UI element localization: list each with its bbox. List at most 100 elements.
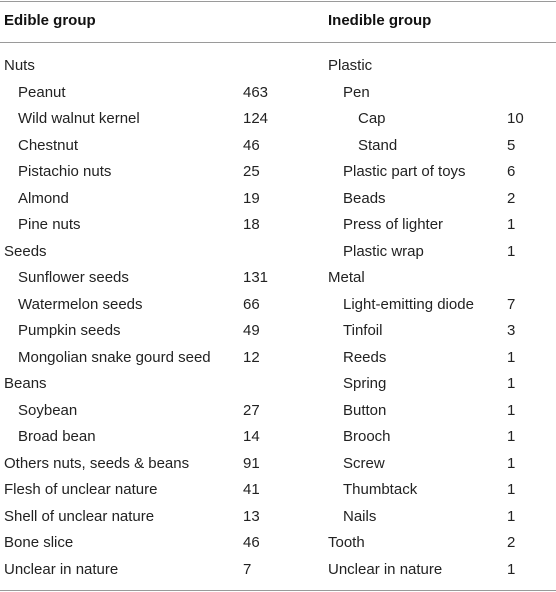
- edible-item-label: Seeds: [4, 242, 47, 260]
- edible-item-label: Flesh of unclear nature: [4, 481, 158, 498]
- table-row: Sunflower seeds 131 Metal: [0, 265, 556, 292]
- inedible-item-label: Light-emitting diode: [343, 295, 474, 313]
- edible-item-label: Nuts: [4, 57, 35, 74]
- inedible-item-count: 1: [507, 481, 516, 498]
- inedible-item-label: Beads: [343, 189, 386, 207]
- header-inedible-group: Inedible group: [328, 12, 432, 29]
- inedible-item-count: 6: [507, 163, 516, 180]
- edible-item-count: 49: [243, 322, 260, 339]
- inedible-item-label: Button: [343, 401, 387, 419]
- edible-item-count: 14: [243, 428, 260, 445]
- inedible-item-label: Thumbtack: [343, 481, 418, 498]
- edible-item-label: Unclear in nature: [4, 560, 119, 578]
- inedible-item-label: Plastic part of toys: [343, 163, 466, 180]
- inedible-item-label: Pen: [343, 83, 370, 101]
- inedible-item-label: Tinfoil: [343, 322, 383, 339]
- table-row: Broad bean 14 Brooch 1: [0, 424, 556, 451]
- table-bottom-rule: [0, 590, 556, 591]
- header-rule: [0, 42, 556, 43]
- edible-item-count: 46: [243, 534, 260, 551]
- table-top-rule: [0, 1, 556, 2]
- edible-item-label: Wild walnut kernel: [18, 110, 140, 127]
- inedible-item-count: 1: [507, 401, 516, 419]
- edible-item-count: 41: [243, 481, 260, 498]
- inedible-item-label: Brooch: [343, 428, 391, 445]
- inedible-item-count: 5: [507, 136, 516, 154]
- edible-item-count: 12: [243, 348, 260, 366]
- inedible-item-label: Tooth: [328, 534, 365, 551]
- edible-item-count: 25: [243, 163, 260, 180]
- edible-item-count: 463: [243, 83, 269, 101]
- inedible-item-count: 1: [507, 560, 516, 578]
- edible-item-label: Mongolian snake gourd seed: [18, 348, 211, 366]
- inedible-item-label: Reeds: [343, 348, 387, 366]
- table-row: Shell of unclear nature 13 Nails 1: [0, 504, 556, 531]
- edible-item-label: Shell of unclear nature: [4, 507, 155, 525]
- table-row: Soybean 27 Button 1: [0, 398, 556, 425]
- table-row: Beans Spring 1: [0, 371, 556, 398]
- edible-item-count: 46: [243, 136, 260, 154]
- inedible-item-count: 1: [507, 375, 516, 392]
- inedible-item-label: Screw: [343, 454, 385, 472]
- table-row: Pine nuts 18 Press of lighter 1: [0, 212, 556, 239]
- inedible-item-label: Spring: [343, 375, 387, 392]
- table-row: Flesh of unclear nature 41 Thumbtack 1: [0, 477, 556, 504]
- inedible-item-count: 2: [507, 189, 516, 207]
- table-row: Almond 19 Beads 2: [0, 186, 556, 213]
- edible-item-count: 19: [243, 189, 260, 207]
- edible-item-label: Almond: [18, 189, 69, 207]
- edible-item-count: 13: [243, 507, 260, 525]
- inedible-item-label: Nails: [343, 507, 377, 525]
- table-row: Others nuts, seeds & beans 91 Screw 1: [0, 451, 556, 478]
- inedible-item-count: 1: [507, 454, 516, 472]
- inedible-item-count: 2: [507, 534, 516, 551]
- inedible-item-count: 3: [507, 322, 516, 339]
- inedible-item-label: Cap: [358, 110, 386, 127]
- edible-item-count: 27: [243, 401, 260, 419]
- edible-item-label: Broad bean: [18, 428, 96, 445]
- inedible-item-count: 1: [507, 242, 516, 260]
- edible-item-label: Chestnut: [18, 136, 79, 154]
- table-row: Unclear in nature 7 Unclear in nature 1: [0, 557, 556, 584]
- header-edible-group: Edible group: [4, 12, 96, 29]
- inedible-item-label: Unclear in nature: [328, 560, 443, 578]
- table-row: Wild walnut kernel 124 Cap 10: [0, 106, 556, 133]
- inedible-item-label: Metal: [328, 269, 365, 286]
- edible-item-label: Watermelon seeds: [18, 295, 143, 313]
- edible-item-count: 124: [243, 110, 269, 127]
- edible-item-label: Soybean: [18, 401, 78, 419]
- edible-item-count: 66: [243, 295, 260, 313]
- edible-item-label: Others nuts, seeds & beans: [4, 454, 190, 472]
- edible-item-count: 131: [243, 269, 269, 286]
- inedible-item-count: 1: [507, 428, 516, 445]
- table-row: Pumpkin seeds 49 Tinfoil 3: [0, 318, 556, 345]
- edible-item-label: Bone slice: [4, 534, 74, 551]
- inedible-item-label: Press of lighter: [343, 216, 444, 233]
- inedible-item-count: 1: [507, 216, 516, 233]
- inedible-item-count: 7: [507, 295, 516, 313]
- edible-item-label: Sunflower seeds: [18, 269, 129, 286]
- inedible-item-label: Stand: [358, 136, 398, 154]
- edible-item-label: Pistachio nuts: [18, 163, 112, 180]
- edible-item-label: Beans: [4, 375, 47, 392]
- inedible-item-label: Plastic: [328, 57, 373, 74]
- edible-item-count: 91: [243, 454, 260, 472]
- inedible-item-count: 10: [507, 110, 524, 127]
- edible-item-count: 18: [243, 216, 260, 233]
- inedible-item-count: 1: [507, 507, 516, 525]
- edible-item-label: Pumpkin seeds: [18, 322, 121, 339]
- inedible-item-label: Plastic wrap: [343, 242, 424, 260]
- table-row: Pistachio nuts 25 Plastic part of toys 6: [0, 159, 556, 186]
- edible-item-label: Pine nuts: [18, 216, 81, 233]
- inedible-item-count: 1: [507, 348, 516, 366]
- table-row: Mongolian snake gourd seed 12 Reeds 1: [0, 345, 556, 372]
- edible-item-label: Peanut: [18, 83, 66, 101]
- edible-item-count: 7: [243, 560, 252, 578]
- table-row: Watermelon seeds 66 Light-emitting diode 7: [0, 292, 556, 319]
- table-row: Nuts Plastic: [0, 53, 556, 80]
- table-row: Bone slice 46 Tooth 2: [0, 530, 556, 557]
- table-row: Peanut 463 Pen: [0, 80, 556, 107]
- table-row: Seeds Plastic wrap 1: [0, 239, 556, 266]
- table-row: Chestnut 46 Stand 5: [0, 133, 556, 160]
